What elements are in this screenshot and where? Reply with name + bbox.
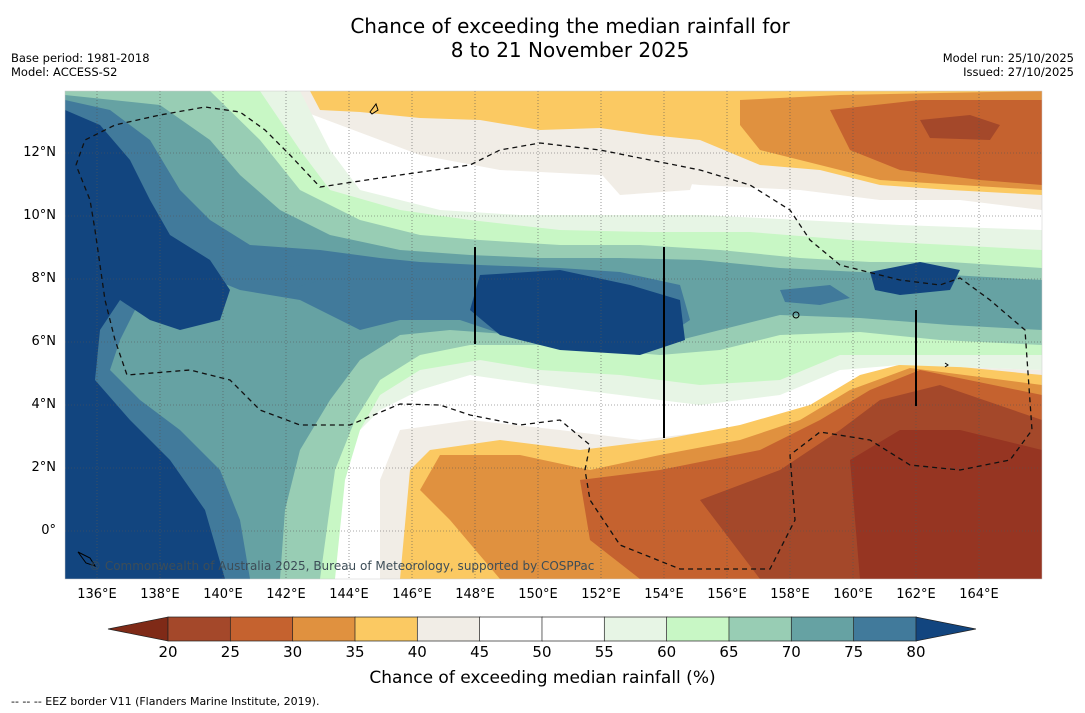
colorbar-tick-label: 55 (594, 643, 614, 661)
colorbar-tick-label: 45 (470, 643, 490, 661)
colorbar-segment (167, 616, 232, 642)
title-line-1: Chance of exceeding the median rainfall … (350, 14, 790, 38)
colorbar-tick-label: 20 (158, 643, 178, 661)
longitude-label: 146°E (392, 587, 432, 602)
contour-small-80 (280, 264, 320, 288)
contour-centre-85 (470, 270, 685, 355)
latitude-label: 0° (41, 523, 56, 538)
longitude-label: 162°E (896, 587, 936, 602)
islands (77, 102, 949, 567)
colorbar-segment (790, 616, 855, 642)
contour-west-85 (65, 110, 230, 579)
longitude-label: 156°E (707, 587, 747, 602)
meta-left: Base period: 1981-2018 Model: ACCESS-S2 (11, 51, 150, 79)
latitude-label: 8°N (31, 271, 57, 286)
colorbar-tick-label: 35 (345, 643, 365, 661)
longitude-label: 142°E (266, 587, 306, 602)
colorbar-tick-label: 40 (407, 643, 427, 661)
longitude-label: 150°E (518, 587, 558, 602)
longitude-label: 148°E (455, 587, 495, 602)
colorbar-segment (229, 616, 294, 642)
model-run: Model run: 25/10/2025 (942, 51, 1074, 65)
colorbar-title: Chance of exceeding median rainfall (%) (369, 668, 716, 688)
colorbar-high-extension (915, 616, 977, 642)
latitude-label: 10°N (23, 208, 56, 223)
colorbar-tick-label: 30 (283, 643, 303, 661)
issued-date: Issued: 27/10/2025 (963, 65, 1074, 79)
longitude-label: 140°E (203, 587, 243, 602)
colorbar-tick-label: 25 (220, 643, 240, 661)
colorbar-tick-label: 80 (906, 643, 926, 661)
colorbar-segment (416, 616, 481, 642)
colorbar-segment (541, 616, 606, 642)
eez-border (75, 106, 1033, 570)
colorbar-tick-label: 60 (657, 643, 677, 661)
latitude-label: 6°N (31, 334, 57, 349)
meta-right: Model run: 25/10/2025 Issued: 27/10/2025 (943, 51, 1074, 79)
longitude-label: 138°E (140, 587, 180, 602)
longitude-label: 158°E (770, 587, 810, 602)
colorbar-tick-label: 65 (719, 643, 739, 661)
colorbar-segment (666, 616, 730, 642)
colorbar-segment (354, 616, 419, 642)
latitude-label: 2°N (31, 460, 57, 475)
colorbar-segment (479, 616, 543, 642)
colorbar (107, 616, 977, 642)
latitude-label: 12°N (23, 145, 56, 160)
longitude-label: 164°E (959, 587, 999, 602)
contour-north-45-patch (580, 140, 700, 195)
colorbar-segment (853, 616, 917, 642)
contour-north-25 (920, 115, 1000, 140)
colorbar-tick-label: 75 (844, 643, 864, 661)
chart-title: Chance of exceeding the median rainfall … (0, 14, 1085, 62)
contour-south-20 (850, 430, 1042, 579)
contour-east-85 (870, 262, 960, 295)
longitude-label: 160°E (833, 587, 873, 602)
longitude-label: 136°E (77, 587, 117, 602)
colorbar-segment (603, 616, 668, 642)
colorbar-low-extension (107, 616, 169, 642)
meridian-markers (474, 247, 917, 438)
colorbar-segment (728, 616, 793, 642)
longitude-label: 154°E (644, 587, 684, 602)
colorbar-tick-label: 70 (781, 643, 801, 661)
base-period: Base period: 1981-2018 (11, 51, 150, 65)
credit-text: © Commonwealth of Australia 2025, Bureau… (89, 559, 595, 573)
contour-field (65, 91, 1042, 579)
longitude-label: 144°E (329, 587, 369, 602)
colorbar-tick-label: 50 (532, 643, 552, 661)
latitude-label: 4°N (31, 397, 57, 412)
contour-north-30 (830, 100, 1042, 185)
eez-legend: -- -- -- EEZ border V11 (Flanders Marine… (11, 695, 320, 708)
model-name: Model: ACCESS-S2 (11, 65, 118, 79)
colorbar-segment (292, 616, 356, 642)
title-line-2: 8 to 21 November 2025 (450, 38, 690, 62)
longitude-label: 152°E (581, 587, 621, 602)
contour-east-80-patch (780, 285, 850, 305)
